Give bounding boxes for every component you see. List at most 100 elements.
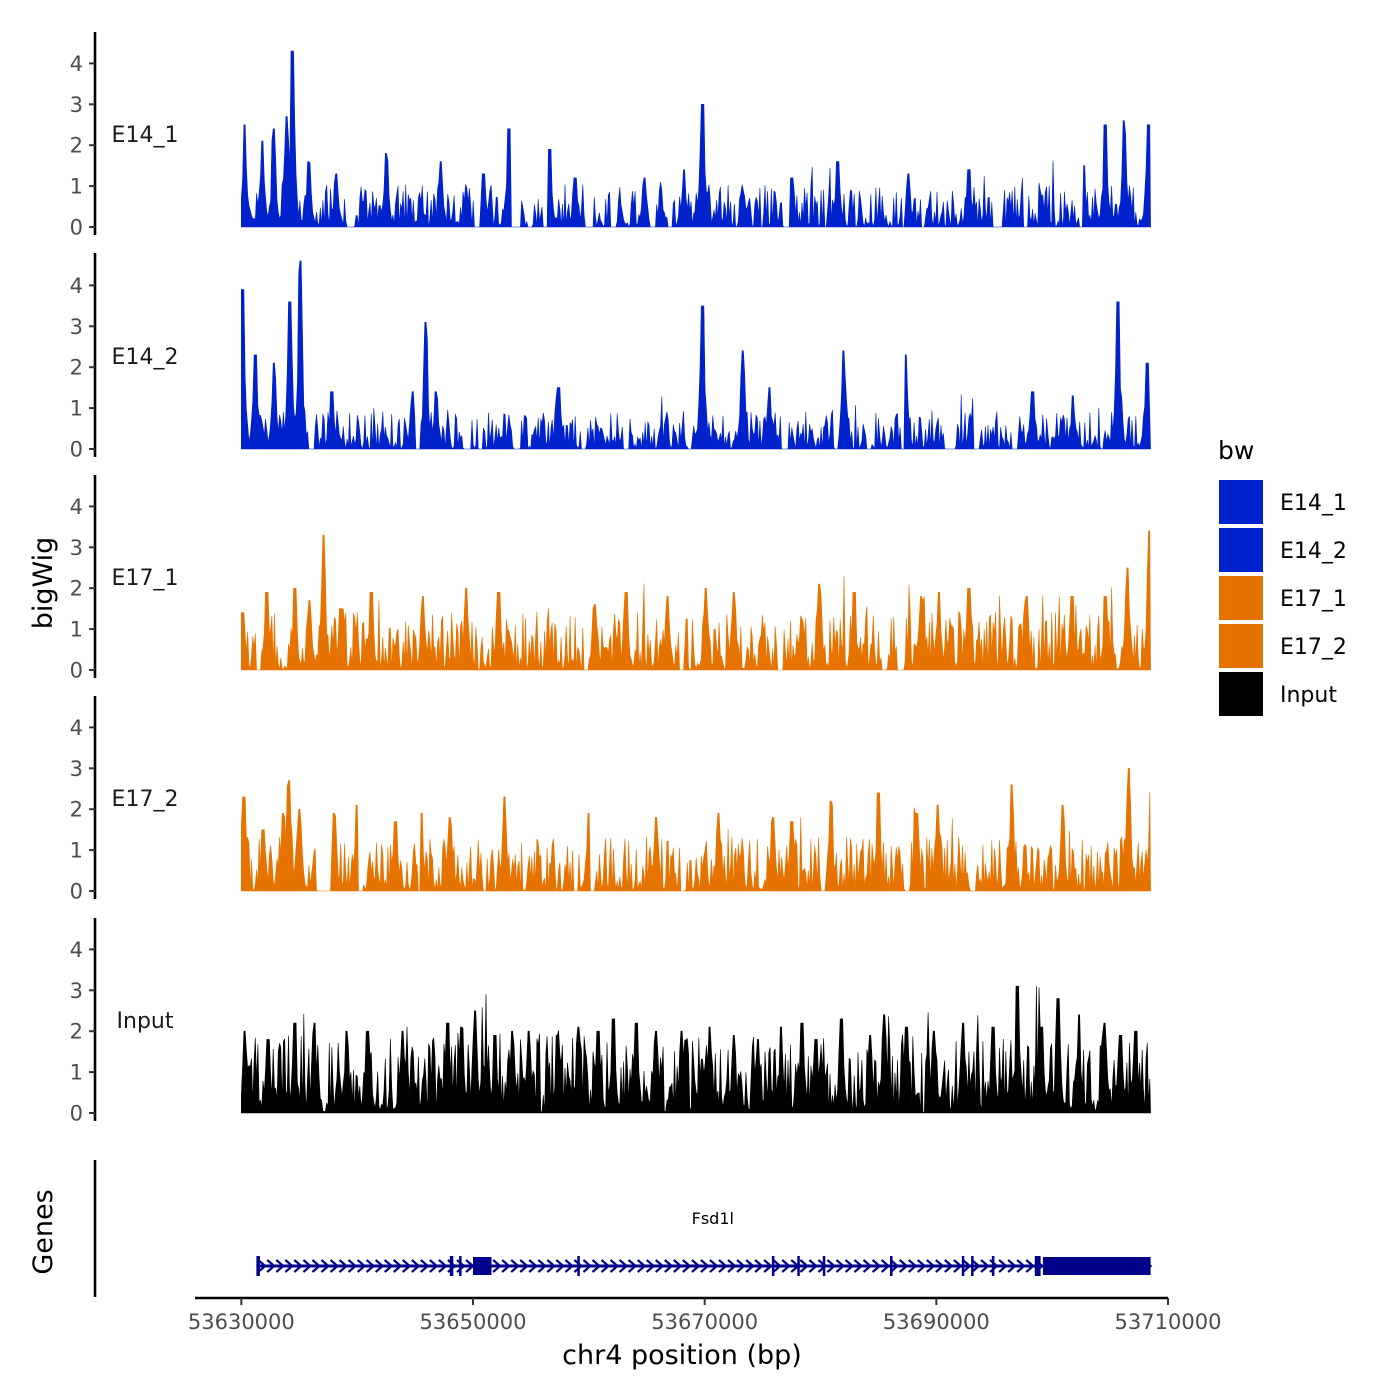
strand-arrow	[600, 1259, 611, 1273]
y-tick-label: 3	[70, 93, 83, 117]
y-tick-label: 3	[70, 536, 83, 560]
strand-arrow	[555, 1259, 565, 1273]
strand-arrow	[591, 1259, 602, 1273]
legend-title: bw	[1218, 436, 1254, 465]
strand-arrow	[898, 1259, 909, 1273]
exon	[961, 1256, 965, 1276]
y-tick-label: 0	[70, 1102, 83, 1126]
exon	[971, 1256, 974, 1276]
y-tick-label: 1	[70, 397, 83, 421]
strand-arrow	[654, 1259, 665, 1273]
y-tick-label: 3	[70, 757, 83, 781]
strand-arrow	[935, 1259, 945, 1273]
legend-swatch	[1219, 480, 1263, 524]
strand-arrow	[510, 1259, 520, 1273]
strand-arrow	[853, 1259, 864, 1273]
strand-arrow	[962, 1259, 972, 1273]
x-axis-title: chr4 position (bp)	[562, 1340, 802, 1371]
track-e17-1: 0 1 2 3 4 E17_1	[70, 475, 1151, 683]
strand-arrow	[907, 1259, 918, 1273]
legend-label: E17_1	[1280, 587, 1347, 612]
y-tick-label: 0	[70, 438, 83, 462]
legend-label: E17_2	[1280, 635, 1347, 660]
strand-arrow	[754, 1259, 764, 1273]
strand-arrow	[953, 1259, 963, 1273]
strand-arrow	[736, 1259, 746, 1273]
gene-track: Fsd1l	[93, 1160, 1153, 1297]
strand-arrow	[745, 1259, 755, 1273]
strand-arrow	[275, 1259, 285, 1273]
y-tick-label: 1	[70, 839, 83, 863]
y-tick-label: 2	[70, 356, 83, 380]
legend-swatch	[1219, 624, 1263, 668]
strand-arrow	[537, 1259, 547, 1273]
exon	[449, 1256, 454, 1276]
strand-arrow	[835, 1259, 846, 1273]
strand-arrow	[627, 1259, 638, 1273]
track-label: E17_2	[112, 787, 179, 812]
exon	[991, 1256, 995, 1276]
y-tick-label: 2	[70, 134, 83, 158]
legend-label: Input	[1280, 683, 1337, 708]
y-axis-title: bigWig	[28, 537, 59, 630]
strand-arrow	[519, 1259, 529, 1273]
track-input: 0 1 2 3 4 Input	[70, 918, 1151, 1126]
strand-arrow	[1025, 1259, 1035, 1273]
strand-arrow	[808, 1259, 818, 1273]
strand-arrow	[862, 1259, 873, 1273]
strand-arrow	[1007, 1259, 1017, 1273]
strand-arrow	[266, 1259, 276, 1273]
exon	[577, 1256, 580, 1276]
exon	[797, 1256, 800, 1276]
gene-name: Fsd1l	[692, 1209, 734, 1228]
y-tick-label: 1	[70, 175, 83, 199]
strand-arrow	[411, 1259, 421, 1273]
strand-arrow	[772, 1259, 782, 1273]
legend-swatch	[1219, 576, 1263, 620]
strand-arrow	[799, 1259, 809, 1273]
legend-swatch	[1219, 528, 1263, 572]
track-label: E17_1	[112, 566, 179, 591]
strand-arrow	[844, 1259, 855, 1273]
strand-arrow	[618, 1259, 629, 1273]
strand-arrow	[817, 1259, 828, 1273]
strand-arrow	[365, 1259, 376, 1273]
strand-arrow	[1016, 1259, 1026, 1273]
exon	[771, 1256, 775, 1276]
strand-arrow	[763, 1259, 773, 1273]
legend-label: E14_2	[1280, 539, 1347, 564]
exon	[822, 1256, 826, 1276]
y-tick-label: 0	[70, 216, 83, 240]
track-label: E14_1	[112, 123, 179, 148]
y-tick-label: 3	[70, 979, 83, 1003]
track-label: Input	[117, 1009, 174, 1034]
exon	[890, 1256, 893, 1276]
x-tick-label: 53710000	[1115, 1310, 1222, 1334]
strand-arrow	[871, 1259, 882, 1273]
strand-arrow	[374, 1259, 385, 1273]
strand-arrow	[998, 1259, 1008, 1273]
strand-arrow	[880, 1259, 891, 1273]
tracks-layer: 0 1 2 3 4 E14_1 0 1 2 3 4 E14_2 0 1 2 3 4 E17_1 0 1 2 3 4 E17_2…	[70, 32, 1151, 1126]
x-axis: 53630000 53650000 53670000 53690000 53710000	[188, 1296, 1222, 1334]
exon	[1034, 1256, 1041, 1276]
strand-arrow	[383, 1259, 394, 1273]
exon	[1042, 1257, 1151, 1275]
strand-arrow	[944, 1259, 954, 1273]
strand-arrow	[501, 1259, 511, 1273]
signal-area	[241, 50, 1151, 229]
strand-arrow	[727, 1259, 737, 1273]
y-tick-label: 3	[70, 315, 83, 339]
strand-arrow	[691, 1259, 701, 1273]
strand-arrow	[700, 1259, 710, 1273]
track-e14-1: 0 1 2 3 4 E14_1	[70, 32, 1151, 240]
x-tick-label: 53630000	[188, 1310, 295, 1334]
strand-arrow	[682, 1259, 692, 1273]
strand-arrow	[438, 1259, 448, 1273]
strand-arrow	[889, 1259, 900, 1273]
strand-arrow	[573, 1259, 584, 1273]
strand-arrow	[781, 1259, 791, 1273]
y-tick-label: 4	[70, 274, 83, 298]
y-tick-label: 1	[70, 1061, 83, 1085]
strand-arrow	[284, 1259, 294, 1273]
